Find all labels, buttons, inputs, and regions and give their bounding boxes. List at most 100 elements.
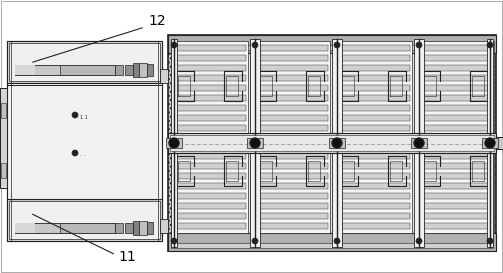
Bar bbox=[338, 95, 410, 101]
Circle shape bbox=[414, 138, 424, 148]
Bar bbox=[256, 65, 328, 71]
Bar bbox=[338, 45, 410, 51]
Bar bbox=[15, 223, 35, 233]
Text: 11: 11 bbox=[118, 250, 136, 264]
Bar bbox=[256, 85, 328, 91]
Bar bbox=[172, 138, 248, 233]
Circle shape bbox=[487, 238, 493, 244]
Text: · ·: · · bbox=[80, 153, 85, 158]
Bar bbox=[174, 125, 246, 131]
Bar bbox=[336, 41, 412, 136]
Circle shape bbox=[485, 138, 495, 148]
Bar bbox=[332, 39, 342, 247]
Bar bbox=[338, 223, 410, 229]
Bar bbox=[174, 95, 246, 101]
Bar bbox=[420, 223, 492, 229]
Bar bbox=[420, 85, 492, 91]
Bar bbox=[168, 233, 496, 251]
Text: 1 1: 1 1 bbox=[80, 115, 88, 120]
Bar bbox=[139, 63, 147, 77]
Bar bbox=[487, 39, 493, 247]
Circle shape bbox=[487, 42, 493, 48]
Bar bbox=[147, 64, 153, 76]
Bar bbox=[338, 163, 410, 169]
Bar bbox=[338, 85, 410, 91]
Bar bbox=[1, 103, 6, 118]
Bar bbox=[9, 43, 160, 81]
Bar bbox=[256, 163, 328, 169]
Circle shape bbox=[72, 150, 78, 156]
Bar bbox=[254, 41, 330, 136]
Bar bbox=[7, 41, 162, 241]
Bar bbox=[420, 45, 492, 51]
Bar bbox=[250, 39, 260, 247]
Bar bbox=[174, 203, 246, 209]
Bar bbox=[256, 105, 328, 111]
Bar bbox=[174, 41, 490, 245]
Bar bbox=[174, 65, 246, 71]
Circle shape bbox=[250, 138, 260, 148]
Bar bbox=[256, 115, 328, 121]
Bar bbox=[418, 138, 494, 233]
Circle shape bbox=[334, 42, 340, 48]
Bar bbox=[338, 65, 410, 71]
Bar bbox=[174, 223, 246, 229]
Bar bbox=[420, 173, 492, 179]
Bar bbox=[256, 95, 328, 101]
Bar bbox=[174, 213, 246, 219]
Bar bbox=[166, 138, 182, 148]
Bar bbox=[174, 183, 246, 189]
Bar bbox=[133, 221, 139, 235]
Bar bbox=[420, 65, 492, 71]
Bar bbox=[338, 115, 410, 121]
Bar bbox=[420, 213, 492, 219]
Bar bbox=[338, 173, 410, 179]
Circle shape bbox=[416, 42, 422, 48]
Bar bbox=[147, 222, 153, 234]
Bar bbox=[420, 183, 492, 189]
Bar bbox=[420, 143, 492, 149]
Bar bbox=[338, 105, 410, 111]
Bar bbox=[174, 193, 246, 199]
Bar bbox=[420, 55, 492, 61]
Bar bbox=[338, 203, 410, 209]
Bar bbox=[174, 143, 246, 149]
Bar bbox=[170, 135, 494, 151]
Bar bbox=[174, 153, 246, 159]
Bar bbox=[15, 223, 60, 233]
Bar bbox=[420, 153, 492, 159]
Circle shape bbox=[250, 138, 260, 148]
Bar bbox=[7, 199, 162, 241]
Bar bbox=[420, 163, 492, 169]
Bar bbox=[338, 213, 410, 219]
Bar bbox=[15, 65, 60, 75]
Bar bbox=[115, 223, 123, 233]
Bar bbox=[420, 115, 492, 121]
Bar bbox=[420, 193, 492, 199]
Bar bbox=[133, 63, 139, 77]
Circle shape bbox=[171, 42, 177, 48]
Bar bbox=[7, 41, 162, 83]
Bar bbox=[168, 133, 496, 153]
Bar bbox=[256, 183, 328, 189]
Bar bbox=[15, 65, 115, 75]
Circle shape bbox=[332, 138, 342, 148]
Bar bbox=[256, 75, 328, 81]
Bar bbox=[160, 69, 168, 83]
Circle shape bbox=[252, 238, 258, 244]
Bar bbox=[168, 35, 496, 53]
Bar bbox=[338, 75, 410, 81]
Bar bbox=[420, 95, 492, 101]
Circle shape bbox=[171, 238, 177, 244]
Circle shape bbox=[332, 138, 342, 148]
Circle shape bbox=[414, 138, 424, 148]
Bar bbox=[254, 138, 330, 233]
Bar bbox=[256, 153, 328, 159]
Bar bbox=[172, 41, 248, 136]
Bar bbox=[139, 221, 147, 235]
Bar bbox=[171, 39, 177, 247]
Circle shape bbox=[169, 138, 179, 148]
Bar bbox=[411, 138, 427, 148]
Bar bbox=[15, 223, 115, 233]
Bar bbox=[256, 193, 328, 199]
